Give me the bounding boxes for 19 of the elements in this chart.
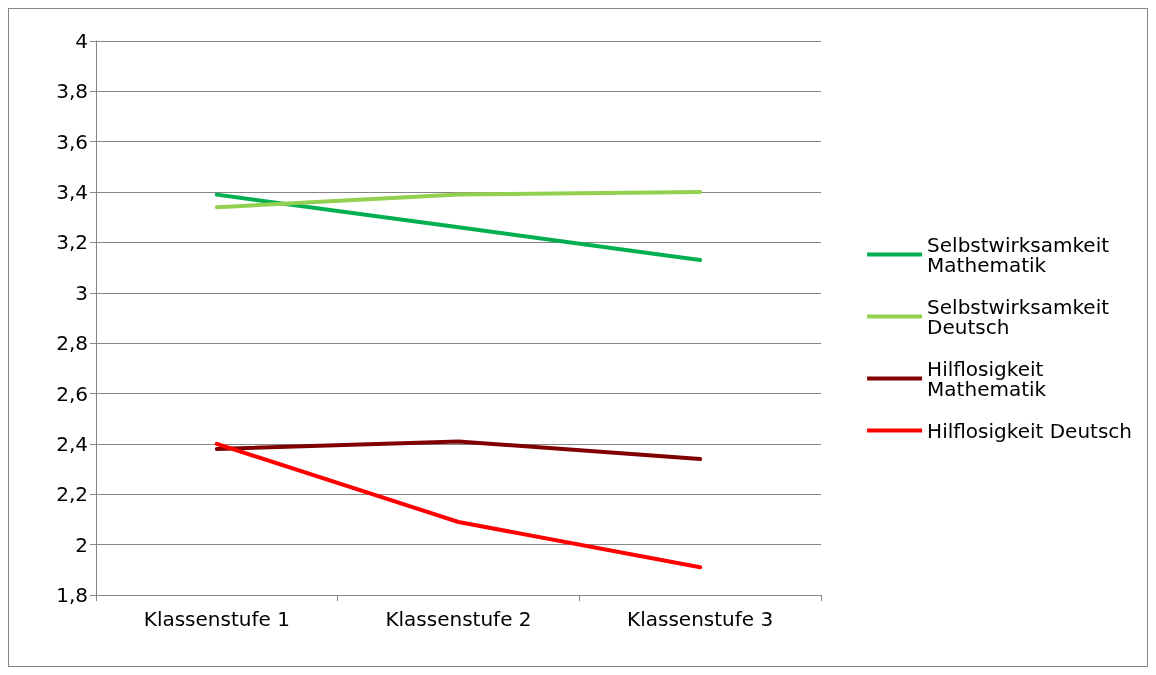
y-tick-label: 3,8 xyxy=(56,79,88,104)
y-tick-label: 3,6 xyxy=(56,129,88,154)
legend-label: Selbstwirksamkeit Deutsch xyxy=(927,294,1116,339)
y-tick-label: 1,8 xyxy=(56,583,88,607)
y-tick-label: 2,8 xyxy=(56,331,88,356)
x-tick-label: Klassenstufe 2 xyxy=(385,607,532,631)
y-tick-label: 2,4 xyxy=(56,431,88,456)
x-tick-label: Klassenstufe 3 xyxy=(627,607,774,631)
y-tick-label: 3 xyxy=(75,280,88,305)
legend-label: Selbstwirksamkeit Mathematik xyxy=(927,232,1116,277)
y-tick-label: 3,4 xyxy=(56,180,88,205)
legend-label: Hilflosigkeit Deutsch xyxy=(927,418,1132,443)
y-tick-label: 2,2 xyxy=(56,482,88,507)
y-tick-label: 2,6 xyxy=(56,381,88,406)
y-tick-label: 3,2 xyxy=(56,230,88,255)
y-tick-label: 2 xyxy=(75,532,88,557)
legend-label: Hilflosigkeit Mathematik xyxy=(927,356,1050,401)
x-tick-label: Klassenstufe 1 xyxy=(143,607,290,631)
y-tick-label: 4 xyxy=(75,29,88,53)
